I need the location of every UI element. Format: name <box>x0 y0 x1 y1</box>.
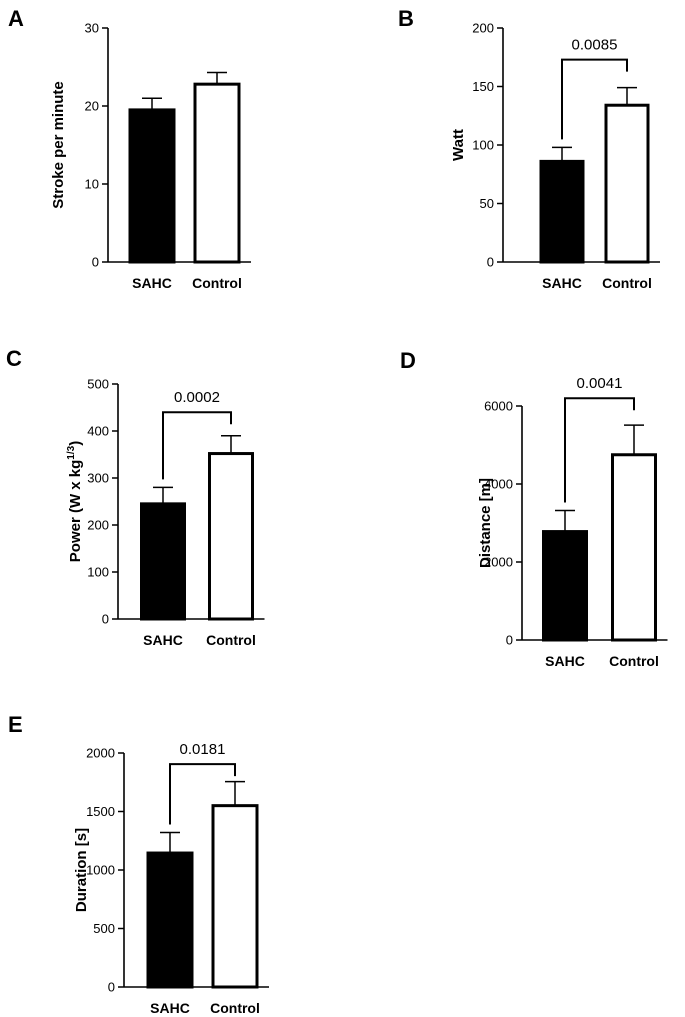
category-label: Control <box>602 275 652 291</box>
bar-sahc <box>128 108 176 264</box>
bar-control <box>208 452 254 621</box>
y-tick-label: 100 <box>87 565 109 580</box>
panel-letter-c: C <box>6 346 22 371</box>
p-value-label: 0.0041 <box>577 375 623 392</box>
p-value-label: 0.0002 <box>174 389 220 406</box>
y-axis-label-end: ) <box>67 441 84 446</box>
y-tick-label: 2000 <box>86 746 115 761</box>
panel-letter-e: E <box>8 712 23 737</box>
y-tick-label: 200 <box>472 21 494 36</box>
y-tick-label: 500 <box>93 921 115 936</box>
y-tick-label: 1500 <box>86 804 115 819</box>
y-tick-label: 30 <box>85 21 99 36</box>
panel-b: B SAHC Control 0 50 100 150 200 Watt 0.0085 <box>398 6 660 291</box>
category-label: Control <box>609 653 659 669</box>
bar-sahc <box>140 502 186 621</box>
category-label: Control <box>206 632 256 648</box>
bar-control <box>193 82 241 264</box>
y-tick-label: 0 <box>506 633 513 648</box>
category-label: SAHC <box>542 275 582 291</box>
significance-bracket <box>169 763 236 825</box>
panel-letter-b: B <box>398 6 414 31</box>
panel-d: D SAHC Control 0 2000 4000 6000 Distance [m] 0.0… <box>400 348 668 669</box>
significance-bracket <box>564 397 635 503</box>
panel-letter-a: A <box>8 6 24 31</box>
category-label: Control <box>210 1000 260 1016</box>
category-label: Control <box>192 275 242 291</box>
bar-sahc <box>146 851 194 989</box>
p-value-label: 0.0181 <box>180 741 226 758</box>
y-tick-label: 200 <box>87 518 109 533</box>
category-label: SAHC <box>545 653 585 669</box>
y-tick-label: 500 <box>87 377 109 392</box>
y-tick-label: 4000 <box>484 477 513 492</box>
bar-sahc <box>542 530 588 642</box>
y-tick-label: 2000 <box>484 555 513 570</box>
y-tick-label: 0 <box>487 255 494 270</box>
y-tick-label: 400 <box>87 424 109 439</box>
significance-bracket <box>561 58 628 140</box>
y-tick-label: 0 <box>92 255 99 270</box>
p-value-label: 0.0085 <box>572 37 618 54</box>
category-label: SAHC <box>150 1000 190 1016</box>
y-tick-label: 1000 <box>86 863 115 878</box>
panel-letter-d: D <box>400 348 416 373</box>
y-tick-label: 50 <box>480 196 494 211</box>
category-label: SAHC <box>132 275 172 291</box>
y-axis-label: Stroke per minute <box>50 81 67 209</box>
significance-bracket <box>162 411 232 480</box>
y-tick-label: 0 <box>102 612 109 627</box>
bar-sahc <box>539 159 585 264</box>
y-tick-label: 6000 <box>484 399 513 414</box>
y-tick-label: 100 <box>472 138 494 153</box>
bar-control <box>604 103 650 264</box>
y-axis-label-main: Power (W x kg <box>67 460 84 563</box>
bar-control <box>211 804 259 989</box>
y-tick-label: 20 <box>85 99 99 114</box>
y-axis-label-superscript: 1/3 <box>66 445 77 459</box>
panel-e: E SAHC Control 0 500 1000 1500 2000 Duration [s]… <box>8 712 269 1016</box>
y-axis-label: Distance [m] <box>477 478 494 568</box>
y-axis-label: Duration [s] <box>73 828 90 912</box>
y-axis-label: Power (W x kg1/3) <box>66 441 84 562</box>
bar-control <box>611 453 657 642</box>
y-tick-label: 150 <box>472 79 494 94</box>
category-label: SAHC <box>143 632 183 648</box>
y-tick-label: 300 <box>87 471 109 486</box>
y-axis-label: Watt <box>450 129 467 161</box>
panel-a: A SAHC Control 0 10 20 30 Stroke per minute <box>8 6 251 291</box>
y-tick-label: 10 <box>85 177 99 192</box>
panel-c: C SAHC Control 0 100 200 300 400 500 Power (W x k… <box>6 346 265 648</box>
y-tick-label: 0 <box>108 980 115 995</box>
